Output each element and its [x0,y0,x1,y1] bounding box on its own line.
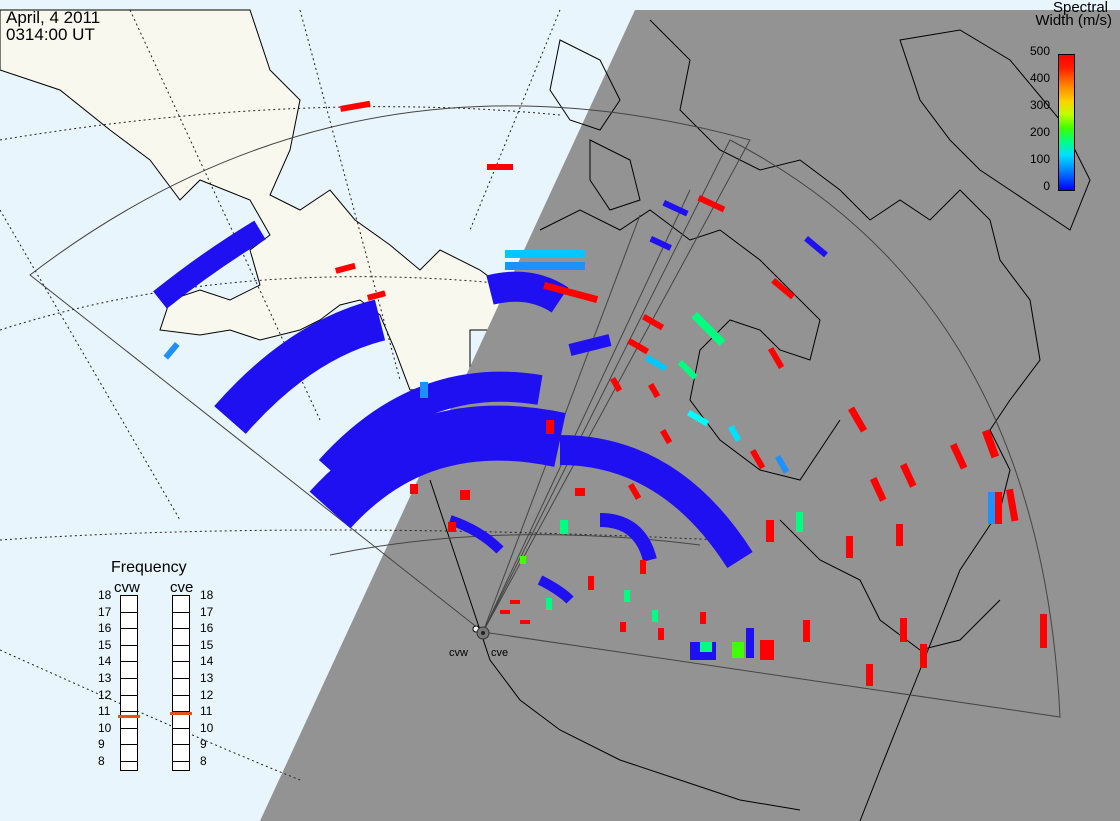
colorbar-tick-200: 200 [1029,125,1050,139]
colorbar-unit: Width (m/s) [1035,12,1112,29]
radar-label-cve: cve [491,647,509,659]
frequency-scale-number-left: 17 [98,604,112,619]
frequency-marker-cve [170,711,192,715]
arctic-island-land [90,15,245,80]
night-coastlines [429,19,1091,821]
frequency-column-cve [172,595,190,771]
frequency-cell [121,662,137,679]
frequency-scale-number-right: 9 [200,737,207,752]
frequency-scale-number-right: 10 [200,720,214,735]
frequency-scale-number-left: 8 [98,754,105,768]
frequency-cell [173,596,189,613]
colorbar-title: Spectral [1052,0,1108,16]
colorbar-tick-400: 400 [1029,71,1050,85]
frequency-scale-number-right: 17 [200,604,214,619]
time-label: 0314:00 UT [6,25,95,44]
frequency-cell [121,696,137,713]
frequency-scale-number-right: 16 [200,621,214,636]
spectral-width-colorbar [1058,54,1075,191]
frequency-label-cve: cve [170,579,194,596]
alaska-landmass [0,9,521,391]
frequency-scale-number-left: 14 [98,654,112,669]
frequency-cell [173,646,189,663]
frequency-cell [121,679,137,696]
frequency-cell [173,729,189,746]
frequency-scale-number-left: 9 [98,737,105,752]
radar-site-markers [472,625,490,640]
frequency-column-cvw [120,595,138,771]
colorbar-tick-0: 0 [1043,179,1050,193]
frequency-scale-number-right: 14 [200,654,214,669]
frequency-cell [173,629,189,646]
frequency-title: Frequency [111,559,187,576]
frequency-cell [121,745,137,762]
frequency-scale-number-left: 16 [98,621,112,636]
frequency-scale-number-left: 11 [98,704,111,719]
frequency-scale-number-right: 11 [200,704,213,719]
frequency-scale-number-left: 12 [98,687,112,702]
frequency-cell [121,629,137,646]
frequency-cell [173,696,189,713]
frequency-scale-number-right: 13 [200,671,214,685]
frequency-label-cvw: cvw [114,579,140,596]
frequency-cell [121,712,137,729]
frequency-cell [121,646,137,663]
frequency-cell [173,662,189,679]
frequency-scale-number-right: 12 [200,687,214,702]
frequency-scale-number-left: 18 [98,588,112,602]
frequency-scale-number-right: 15 [200,637,214,652]
colorbar-tick-100: 100 [1029,152,1050,166]
frequency-marker-cvw [118,715,140,719]
range-cells [163,100,1047,686]
frequency-cell [173,613,189,630]
backscatter-arcs [153,220,753,604]
frequency-cell [121,729,137,746]
fov-outlines [29,105,1061,718]
frequency-cell [173,712,189,729]
frequency-scale-number-left: 15 [98,637,112,652]
frequency-cell [121,613,137,630]
frequency-scale-number-right: 8 [200,754,207,768]
frequency-scale-number-left: 10 [98,720,112,735]
frequency-cell [173,679,189,696]
frequency-cell [121,596,137,613]
frequency-scale-number-left: 13 [98,671,112,685]
frequency-cell [173,745,189,762]
date-label: April, 4 2011 [6,8,101,27]
frequency-scale-number-right: 18 [200,588,214,602]
radar-label-cvw: cvw [449,647,468,659]
colorbar-tick-500: 500 [1029,44,1050,58]
colorbar-tick-300: 300 [1029,98,1050,112]
